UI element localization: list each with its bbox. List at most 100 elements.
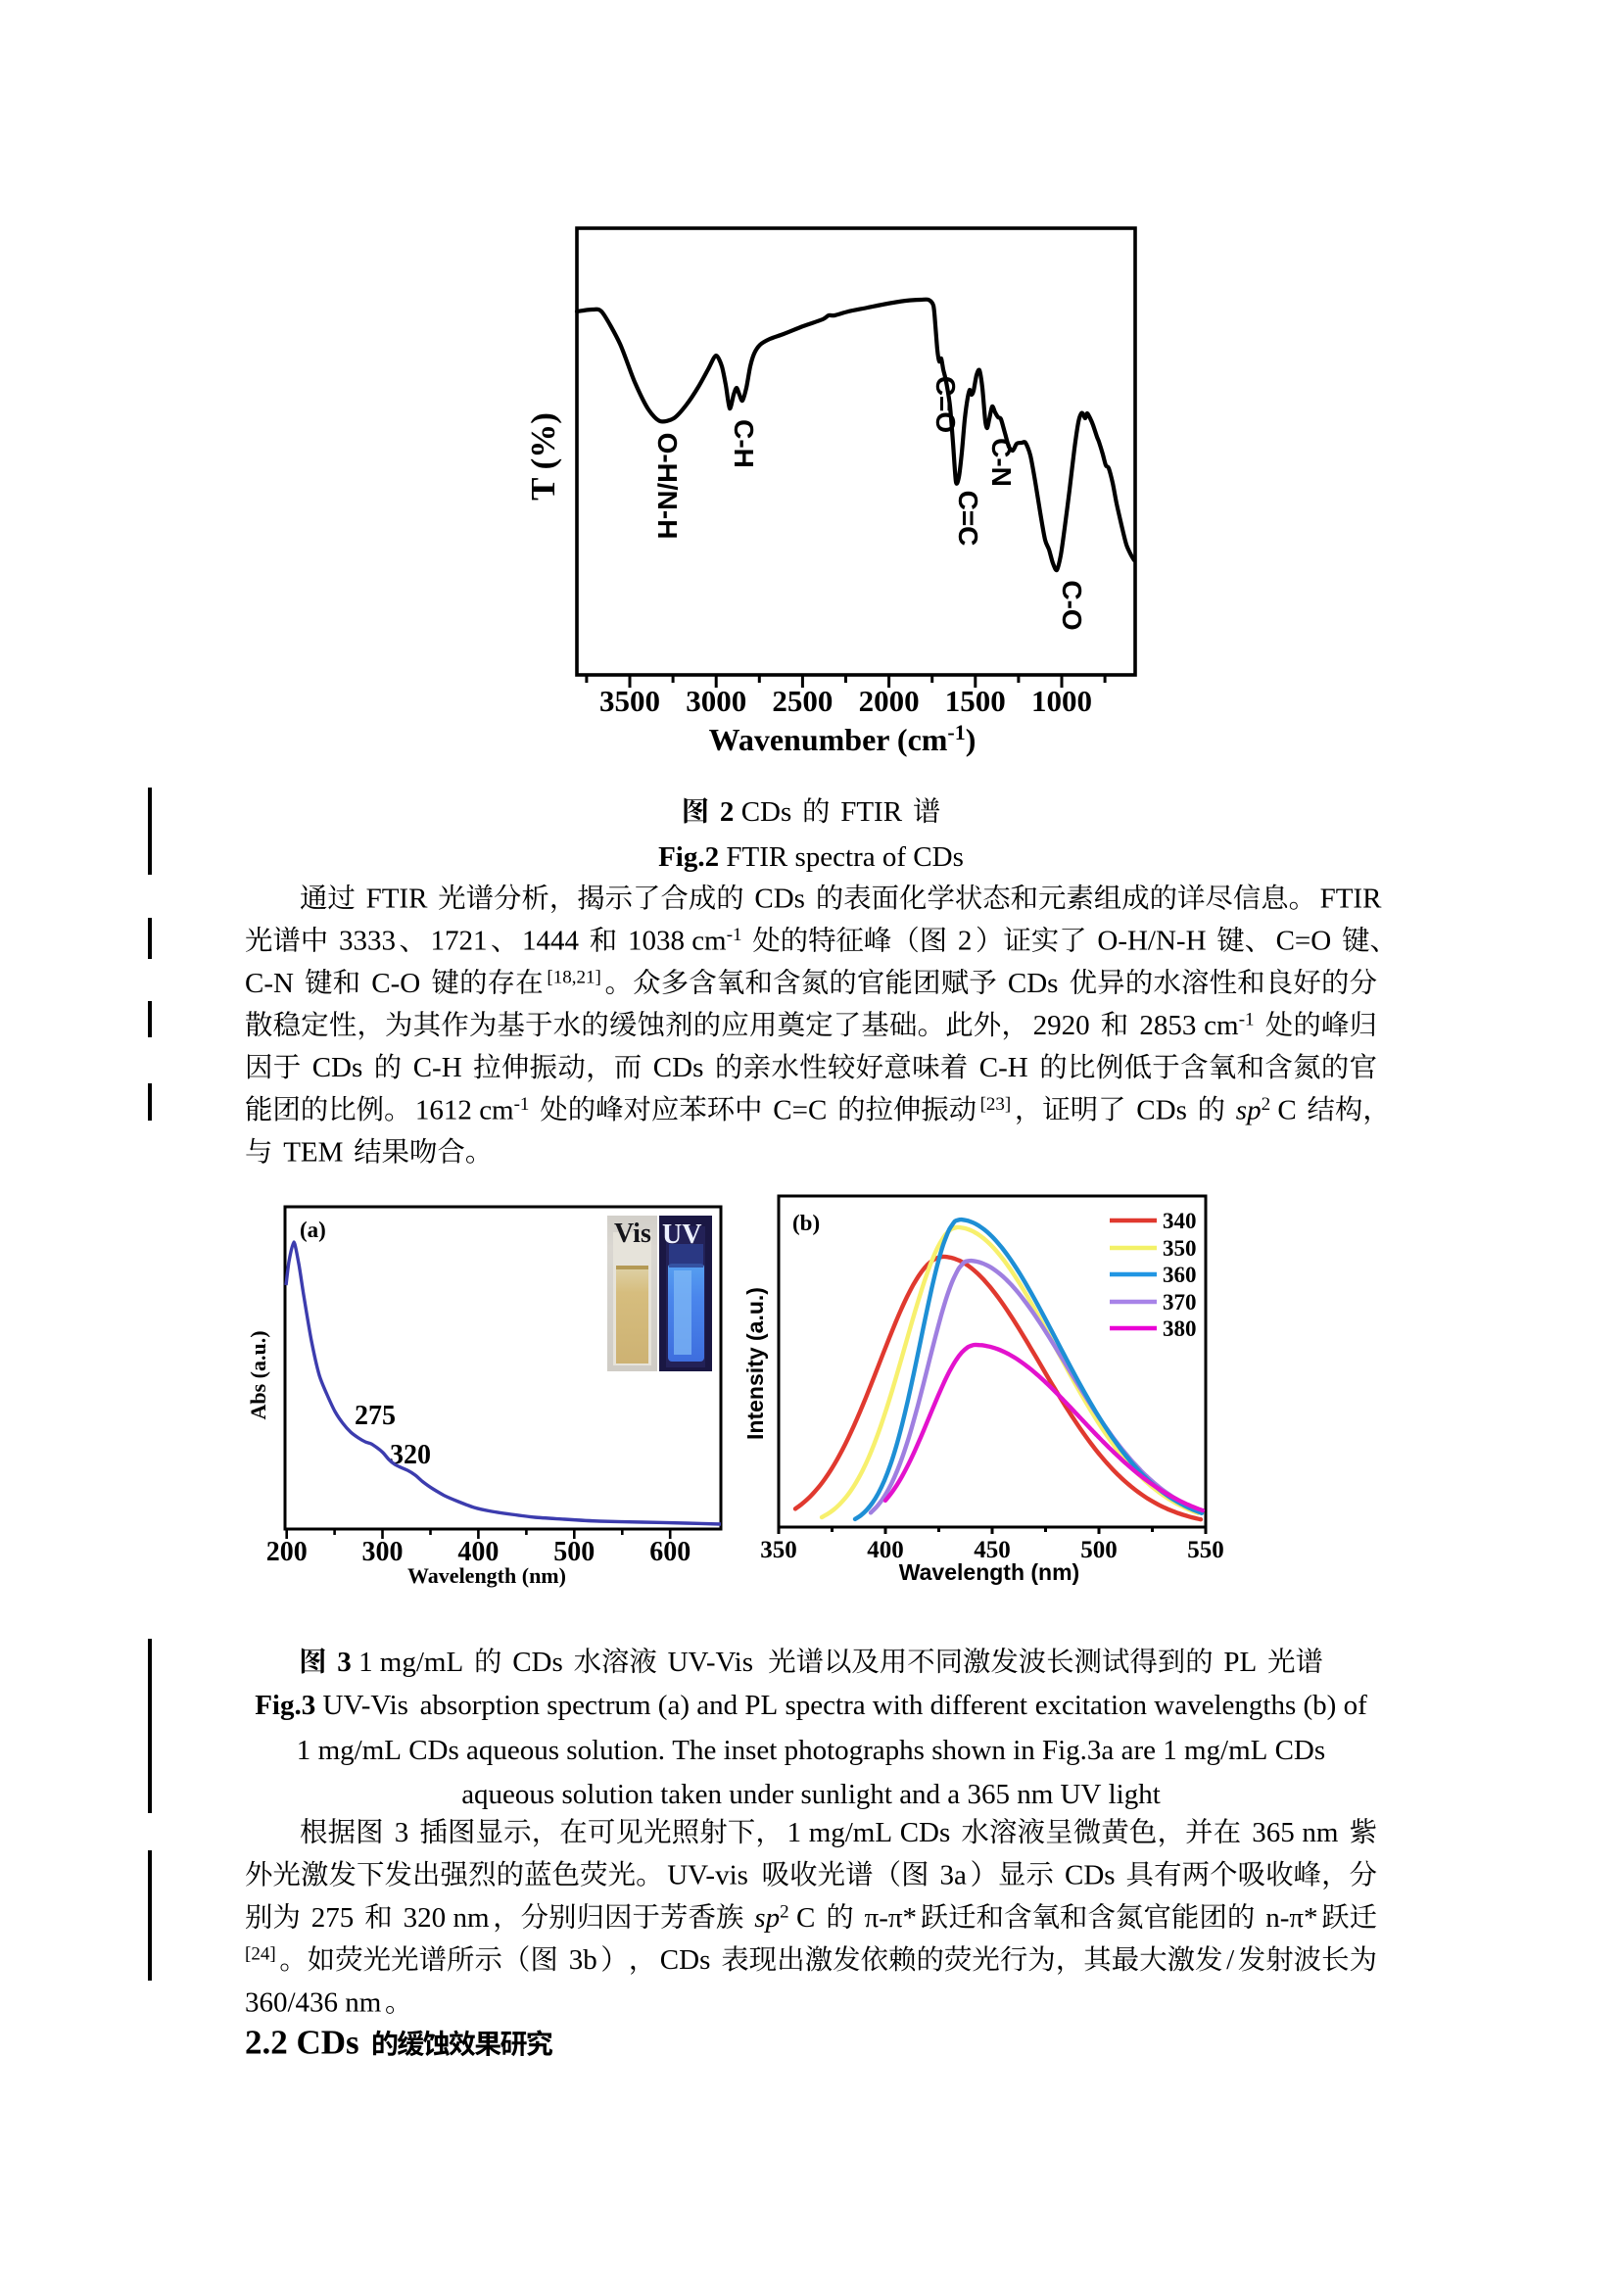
svg-text:(a): (a) — [658, 1690, 690, 1721]
svg-text:Wavelength (nm): Wavelength (nm) — [407, 1563, 566, 1588]
svg-text:mg/mL: mg/mL — [809, 1817, 892, 1848]
svg-text:aqueous: aqueous — [466, 1735, 559, 1766]
svg-text:Vis: Vis — [614, 1219, 651, 1249]
svg-text:C: C — [796, 1902, 815, 1934]
svg-text:of: of — [1344, 1690, 1368, 1721]
svg-text:and: and — [696, 1690, 738, 1721]
svg-text:C-N: C-N — [986, 438, 1017, 487]
svg-text:CDs: CDs — [512, 1647, 563, 1678]
svg-text:600: 600 — [649, 1537, 691, 1567]
svg-text:spectra: spectra — [795, 841, 876, 873]
svg-text:C-N: C-N — [245, 968, 294, 999]
svg-text:300: 300 — [362, 1537, 404, 1567]
svg-text:mg/mL: mg/mL — [380, 1647, 463, 1678]
svg-text:365: 365 — [968, 1779, 1011, 1810]
svg-text:FTIR: FTIR — [366, 884, 429, 915]
svg-text:400: 400 — [457, 1537, 499, 1567]
svg-text:nm: nm — [345, 1987, 382, 2019]
svg-text:2920: 2920 — [1033, 1010, 1090, 1041]
svg-text:C-O: C-O — [1057, 580, 1087, 630]
svg-text:CDs: CDs — [1008, 968, 1059, 999]
svg-text:2853: 2853 — [1139, 1010, 1196, 1041]
svg-text:UV: UV — [662, 1220, 701, 1250]
svg-text:CDs: CDs — [900, 1817, 951, 1848]
svg-text:nm: nm — [453, 1902, 491, 1934]
svg-text:1: 1 — [297, 1735, 311, 1766]
svg-text:380: 380 — [1163, 1316, 1197, 1341]
svg-text:(b): (b) — [1304, 1690, 1337, 1721]
svg-text:Abs (a.u.): Abs (a.u.) — [246, 1330, 270, 1419]
svg-text:π-π*: π-π* — [865, 1902, 917, 1934]
svg-text:1612: 1612 — [415, 1094, 472, 1125]
svg-text:sp: sp — [1236, 1094, 1262, 1125]
svg-text:[18,21]: [18,21] — [547, 967, 600, 987]
svg-text:370: 370 — [1163, 1290, 1197, 1315]
svg-text:-1: -1 — [727, 925, 742, 945]
svg-text:in: in — [1013, 1735, 1035, 1766]
svg-text:are: are — [1121, 1735, 1156, 1766]
svg-text:Wavelength (nm): Wavelength (nm) — [899, 1559, 1079, 1585]
svg-text:solution.: solution. — [566, 1735, 665, 1766]
svg-text:CDs: CDs — [754, 884, 805, 915]
svg-text:with: with — [873, 1690, 924, 1721]
svg-text:UV-Vis: UV-Vis — [323, 1690, 408, 1721]
svg-text:mg/mL: mg/mL — [1184, 1735, 1267, 1766]
svg-text:The: The — [672, 1735, 716, 1766]
svg-text:O-H/N-H: O-H/N-H — [652, 433, 683, 540]
svg-text:1: 1 — [1163, 1735, 1177, 1766]
svg-text:CDs: CDs — [312, 1052, 363, 1083]
svg-text:C=O: C=O — [1276, 926, 1332, 957]
svg-text:2000: 2000 — [859, 684, 920, 718]
svg-text:C-H: C-H — [413, 1052, 462, 1083]
svg-text:UV-Vis: UV-Vis — [668, 1647, 753, 1678]
svg-text:2: 2 — [958, 926, 973, 957]
svg-text:CDs: CDs — [1275, 1735, 1326, 1766]
svg-text:Intensity (a.u.): Intensity (a.u.) — [742, 1287, 768, 1440]
svg-text:TEM: TEM — [283, 1137, 343, 1169]
svg-text:1038: 1038 — [628, 926, 685, 957]
svg-text:3500: 3500 — [599, 684, 660, 718]
svg-text:C-O: C-O — [371, 968, 420, 999]
svg-text:FTIR: FTIR — [1320, 884, 1383, 915]
svg-text:spectrum: spectrum — [547, 1690, 651, 1721]
svg-text:1: 1 — [358, 1647, 373, 1678]
svg-text:taken: taken — [660, 1779, 722, 1810]
svg-text:sp: sp — [754, 1902, 780, 1934]
svg-text:cm: cm — [691, 926, 727, 957]
svg-text:450: 450 — [974, 1537, 1011, 1563]
svg-text:/: / — [1226, 1944, 1235, 1976]
svg-text:3333: 3333 — [339, 926, 396, 957]
svg-text:CDs: CDs — [408, 1735, 459, 1766]
svg-text:shown: shown — [931, 1735, 1006, 1766]
svg-text:2: 2 — [1262, 1094, 1271, 1115]
svg-text:1444: 1444 — [522, 926, 580, 957]
svg-text:light: light — [1109, 1779, 1161, 1810]
svg-text:T (%): T (%) — [524, 412, 562, 501]
svg-text:FTIR: FTIR — [840, 796, 903, 828]
svg-text:Wavenumber (cm-1): Wavenumber (cm-1) — [709, 720, 977, 757]
svg-text:inset: inset — [724, 1735, 778, 1766]
svg-text:different: different — [930, 1690, 1027, 1721]
svg-text:absorption: absorption — [420, 1690, 541, 1721]
svg-text:2.2: 2.2 — [245, 2024, 288, 2062]
svg-text:1: 1 — [787, 1817, 802, 1848]
svg-text:275: 275 — [311, 1902, 355, 1934]
svg-text:3000: 3000 — [686, 684, 746, 718]
svg-text:3: 3 — [395, 1817, 409, 1848]
svg-text:400: 400 — [867, 1537, 904, 1563]
svg-text:365: 365 — [1252, 1817, 1295, 1848]
svg-text:PL: PL — [744, 1690, 778, 1721]
svg-text:Fig.2: Fig.2 — [658, 841, 719, 873]
svg-text:200: 200 — [266, 1537, 308, 1567]
svg-text:[24]: [24] — [245, 1944, 276, 1965]
svg-text:cm: cm — [1204, 1010, 1239, 1041]
svg-text:-1: -1 — [514, 1094, 530, 1115]
svg-text:500: 500 — [1080, 1537, 1118, 1563]
svg-text:500: 500 — [553, 1537, 595, 1567]
svg-text:aqueous: aqueous — [461, 1779, 554, 1810]
svg-text:CDs: CDs — [741, 796, 792, 828]
svg-text:of: of — [882, 841, 907, 873]
svg-text:nm: nm — [1302, 1817, 1339, 1848]
svg-text:C-H: C-H — [979, 1052, 1028, 1083]
svg-text:3: 3 — [337, 1647, 352, 1678]
